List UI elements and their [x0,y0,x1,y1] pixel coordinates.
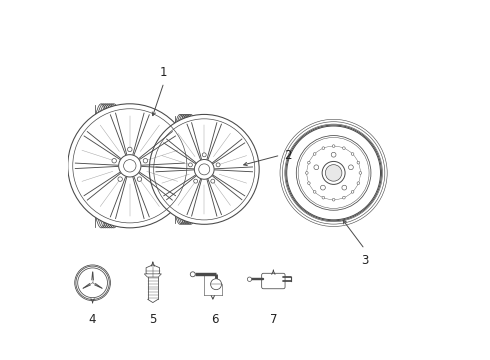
Text: 6: 6 [211,313,219,326]
Circle shape [322,161,345,184]
Circle shape [357,161,360,164]
Circle shape [308,182,310,185]
Circle shape [127,147,132,152]
Circle shape [68,104,192,228]
Circle shape [305,172,308,174]
Circle shape [348,165,353,170]
Circle shape [194,179,197,183]
Circle shape [119,155,141,177]
FancyBboxPatch shape [262,273,285,289]
Circle shape [308,161,310,164]
Circle shape [332,198,335,201]
Circle shape [313,153,316,155]
Circle shape [189,163,193,167]
Circle shape [143,158,147,163]
Circle shape [325,165,342,181]
Text: 2: 2 [284,149,292,162]
Polygon shape [146,265,160,276]
Text: 1: 1 [160,66,168,79]
Circle shape [351,190,354,193]
Text: 5: 5 [149,313,156,326]
Circle shape [357,182,360,185]
Circle shape [314,165,319,170]
Circle shape [195,159,214,179]
Circle shape [342,185,347,190]
Circle shape [343,196,345,199]
Circle shape [216,163,220,167]
Text: 3: 3 [361,255,368,267]
Text: 7: 7 [270,313,277,326]
Circle shape [112,158,117,163]
Circle shape [202,153,206,157]
Circle shape [211,279,221,290]
Circle shape [211,179,215,183]
Circle shape [322,147,325,149]
Circle shape [247,277,252,282]
Circle shape [118,177,122,181]
Circle shape [343,147,345,149]
Circle shape [137,177,142,181]
Circle shape [359,172,362,174]
Circle shape [331,152,336,157]
Circle shape [320,185,325,190]
Text: 4: 4 [89,313,97,326]
Polygon shape [144,274,161,277]
Circle shape [296,136,371,210]
Circle shape [149,114,259,224]
Circle shape [190,272,195,277]
Circle shape [351,153,354,155]
Circle shape [313,190,316,193]
Circle shape [322,196,325,199]
Circle shape [332,145,335,148]
